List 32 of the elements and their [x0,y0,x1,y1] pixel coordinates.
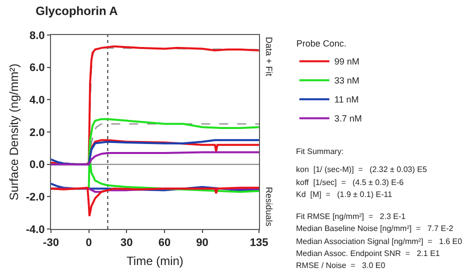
y-tick-label: -2.0 [26,192,45,204]
x-axis-title: Time (min) [126,254,184,268]
legend-title: Probe Conc. [296,38,346,49]
text: RMSE / Noise = 3.0 E0 [296,261,386,270]
text: kon [1/ (sec-M)] = (2.32 ± 0.03) E5 [296,165,428,174]
x-tick-label: -30 [43,237,59,250]
x-tick-label: 0 [86,237,92,250]
x-tick-label: 30 [120,237,133,250]
y-tick-label: 0.0 [30,159,45,172]
text: Fit RMSE [ng/mm²] = 2.3 E-1 [296,212,406,221]
text: Median Association Signal [ng/mm²] = 1.6 E0 [296,237,463,246]
y-tick-label: 8.0 [30,30,45,42]
x-tick-label: 60 [158,237,171,250]
x-tick-label: 90 [196,237,208,250]
y-tick-label: -4.0 [26,224,45,236]
legend-label: 11 nM [334,94,359,105]
y-tick-label: 2.0 [30,126,45,139]
text: koff [1/sec] = (4.5 ± 0.3) E-6 [296,178,404,187]
chart-title: Glycophorin A [36,4,118,18]
text: Kd [M] = (1.9 ± 0.1) E-11 [296,190,393,199]
y-axis-title: Surface Density (ng/mm²) [7,64,22,200]
x-tick-label: 135 [250,237,268,250]
text: Median Baseline Noise [ng/mm²] = 7.7 E-2 [296,224,454,233]
text: Residuals [264,186,274,227]
legend-label: 33 nM [334,76,360,86]
legend-label: 3.7 nM [334,114,362,124]
text: Data + Fit [264,36,274,77]
legend-label: 99 nM [334,56,360,67]
y-tick-label: 6.0 [30,62,45,74]
text: Median Assoc. Endpoint SNR = 2.1 E1 [296,249,440,258]
y-tick-label: 4.0 [30,94,45,107]
text: Fit Summary: [296,147,344,156]
